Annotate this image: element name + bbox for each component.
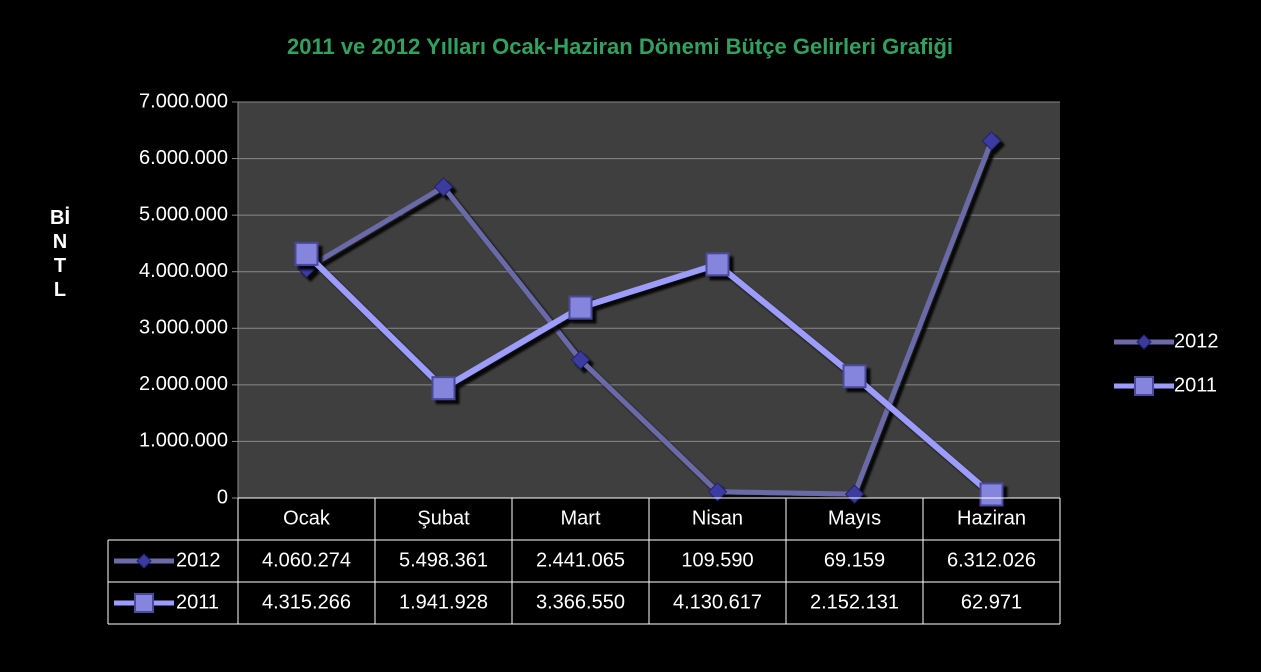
marker <box>979 482 1004 507</box>
plot-area <box>238 102 1060 498</box>
table-value: 1.941.928 <box>399 591 488 613</box>
marker <box>568 295 593 320</box>
table-value: 69.159 <box>824 549 885 571</box>
marker <box>294 241 319 266</box>
x-tick-label: Şubat <box>417 507 470 529</box>
chart-title: 2011 ve 2012 Yılları Ocak-Haziran Dönemi… <box>287 34 953 59</box>
y-tick-label: 5.000.000 <box>139 203 228 225</box>
x-tick-label: Nisan <box>692 507 743 529</box>
y-tick-label: 3.000.000 <box>139 317 228 339</box>
marker <box>1134 376 1154 396</box>
x-tick-label: Mayıs <box>828 507 881 529</box>
series <box>296 131 1002 504</box>
y-tick-label: 2.000.000 <box>139 373 228 395</box>
table-value: 2.441.065 <box>536 549 625 571</box>
line <box>305 140 994 497</box>
series <box>294 241 1004 507</box>
marker <box>570 350 591 370</box>
marker <box>433 177 454 197</box>
y-tick-label: 1.000.000 <box>139 430 228 452</box>
legend-label: 2011 <box>176 591 219 613</box>
marker <box>842 364 867 389</box>
table-value: 4.060.274 <box>262 549 351 571</box>
line <box>304 251 994 497</box>
marker <box>705 252 730 277</box>
table-value: 2.152.131 <box>810 591 899 613</box>
marker <box>844 484 865 504</box>
legend-label: 2011 <box>1174 374 1217 396</box>
x-tick-label: Haziran <box>957 507 1026 529</box>
y-tick-label: 4.000.000 <box>139 260 228 282</box>
x-tick-label: Ocak <box>283 507 331 529</box>
table-value: 109.590 <box>681 549 753 571</box>
marker <box>134 593 154 613</box>
y-tick-label: 6.000.000 <box>139 147 228 169</box>
x-tick-label: Mart <box>561 507 601 529</box>
table-value: 5.498.361 <box>399 549 488 571</box>
table-value: 3.366.550 <box>536 591 625 613</box>
legend-label: 2012 <box>176 549 221 571</box>
marker <box>1136 334 1152 350</box>
table-value: 6.312.026 <box>947 549 1036 571</box>
table-value: 4.130.617 <box>673 591 762 613</box>
legend-label: 2012 <box>1174 330 1219 352</box>
marker <box>981 131 1002 151</box>
y-tick-label: 0 <box>217 486 228 508</box>
y-tick-label: 7.000.000 <box>139 90 228 112</box>
table-value: 62.971 <box>961 591 1022 613</box>
marker <box>431 376 456 401</box>
marker <box>707 482 728 502</box>
y-axis-label: BİN TL <box>50 207 73 301</box>
table-value: 4.315.266 <box>262 591 351 613</box>
marker <box>136 553 152 569</box>
